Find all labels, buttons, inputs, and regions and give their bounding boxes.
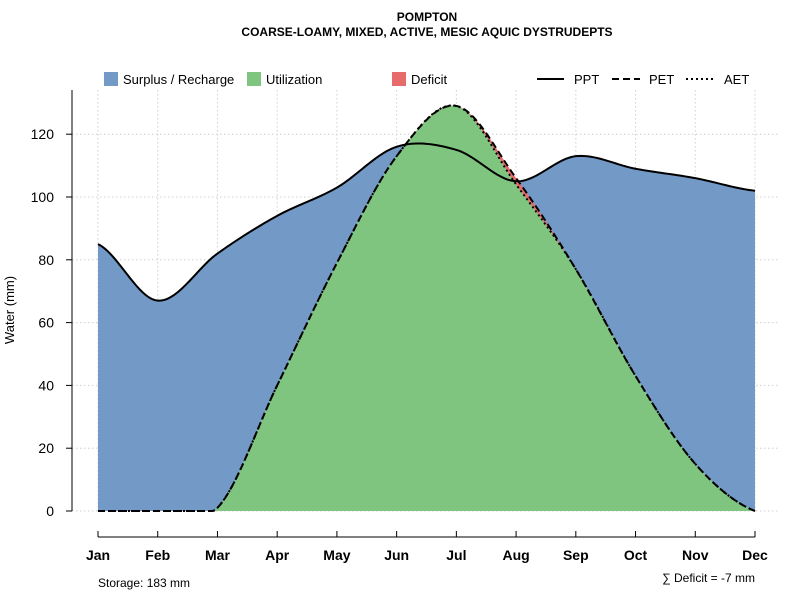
legend-swatch-deficit [392,72,406,86]
area-utilization [98,105,755,511]
legend-label-aet: AET [724,72,749,87]
y-tick-label: 120 [31,126,55,142]
x-tick-label: Aug [502,547,529,563]
x-tick-label: Jun [384,547,409,563]
series-line-pet [98,104,756,512]
series-line-ppt [97,142,756,302]
x-tick-label: Sep [563,547,589,563]
x-tick-label: Feb [145,547,170,563]
legend-swatch-surplus [104,72,118,86]
legend-swatch-utilization [247,72,261,86]
x-tick-label: Mar [205,547,230,563]
x-tick-label: Dec [742,547,768,563]
legend-label-utilization: Utilization [266,72,322,87]
chart-subtitle: COARSE-LOAMY, MIXED, ACTIVE, MESIC AQUIC… [241,25,612,39]
storage-note: Storage: 183 mm [98,576,190,590]
x-tick-label: Jul [446,547,466,563]
legend-label-pet: PET [649,72,674,87]
legend-label-ppt: PPT [574,72,599,87]
legend-label-deficit: Deficit [411,72,448,87]
chart-title: POMPTON [397,10,457,24]
legend: Surplus / Recharge Utilization Deficit P… [104,72,749,87]
y-tick-label: 40 [38,377,54,393]
y-tick-label: 0 [46,503,54,519]
y-tick-label: 20 [38,440,54,456]
plot-area: 0 20 40 60 80 100 120 Jan Feb Mar Apr May Jun Jul Aug S… [31,90,780,563]
y-tick-label: 100 [31,189,55,205]
x-tick-label: Jan [86,547,110,563]
legend-label-surplus: Surplus / Recharge [123,72,234,87]
x-tick-label: Nov [682,547,709,563]
x-tick-label: May [323,547,350,563]
x-tick-label: Oct [624,547,648,563]
y-tick-label: 80 [38,252,54,268]
x-tick-label: Apr [265,547,290,563]
deficit-note: ∑ Deficit = -7 mm [662,571,755,585]
y-tick-label: 60 [38,315,54,331]
y-axis-label: Water (mm) [2,276,17,344]
